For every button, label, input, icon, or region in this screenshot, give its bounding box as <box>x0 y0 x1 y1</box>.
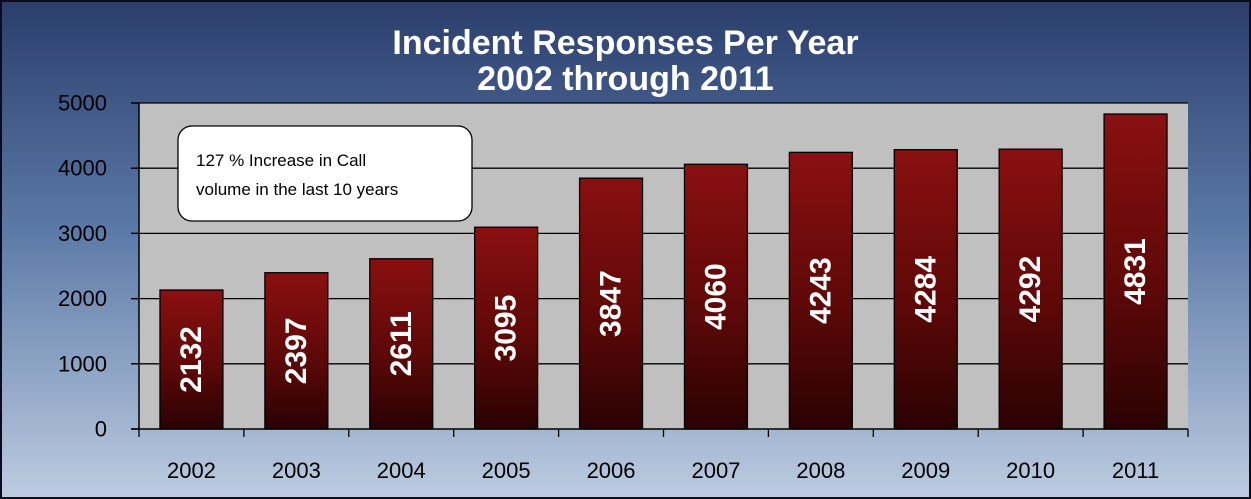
bar <box>683 163 749 430</box>
x-tick-label: 2009 <box>901 458 950 483</box>
bar-value-label: 2397 <box>280 317 313 384</box>
y-tick-label: 2000 <box>58 286 107 311</box>
bar <box>369 258 434 430</box>
bar-value-label: 4060 <box>699 263 732 330</box>
annotation-callout: 127 % Increase in Call volume in the las… <box>177 125 473 222</box>
bar-value-label: 4284 <box>909 256 942 323</box>
x-tick-label: 2007 <box>691 458 740 483</box>
chart-title-line-2: 2002 through 2011 <box>477 60 774 98</box>
bar-value-label: 2611 <box>385 311 418 376</box>
bar <box>578 177 644 430</box>
chart-title-line-1: Incident Responses Per Year <box>392 24 859 62</box>
bar-value-label: 2132 <box>175 326 208 393</box>
y-tick-label: 4000 <box>58 156 107 181</box>
annotation-line-1: 127 % Increase in Call <box>196 151 366 170</box>
bar-value-label: 4292 <box>1014 256 1047 323</box>
x-tick-label: 2011 <box>1112 458 1159 483</box>
x-tick-label: 2002 <box>167 458 216 483</box>
y-tick-label: 5000 <box>58 91 107 116</box>
bar <box>474 226 539 430</box>
bar-value-label: 3847 <box>595 270 628 337</box>
y-tick-label: 1000 <box>58 351 107 376</box>
y-tick-label: 0 <box>95 417 107 442</box>
x-tick-label: 2003 <box>272 458 321 483</box>
bars: 2132 2397 2611 3095 3847 4060 4243 4284 4292 4831 <box>159 113 1168 430</box>
x-tick-label: 2006 <box>587 458 636 483</box>
x-tick-label: 2008 <box>796 458 845 483</box>
y-tick-label: 3000 <box>58 221 107 246</box>
bar-value-label: 4831 <box>1119 238 1152 305</box>
axes: 0 1000 2000 3000 4000 5000 2002 2003 2004 2005 200… <box>58 91 1189 483</box>
x-tick-label: 2005 <box>482 458 531 483</box>
x-tick-label: 2004 <box>377 458 426 483</box>
bar <box>264 272 329 430</box>
bar <box>159 289 224 430</box>
bar <box>788 151 853 430</box>
annotation-line-2: volume in the last 10 years <box>196 180 398 199</box>
x-tick-label: 2010 <box>1006 458 1055 483</box>
bar-value-label: 3095 <box>490 295 523 362</box>
bar <box>893 149 958 430</box>
bar-value-label: 4243 <box>804 257 837 324</box>
annotation-box <box>177 125 473 222</box>
